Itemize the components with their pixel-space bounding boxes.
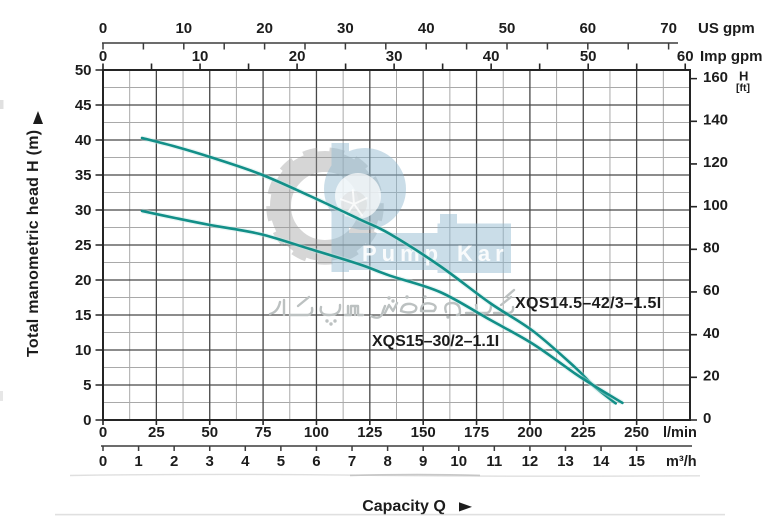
svg-text:40: 40: [703, 325, 720, 342]
svg-text:30: 30: [386, 48, 403, 65]
svg-text:200: 200: [517, 424, 542, 441]
svg-text:30: 30: [75, 202, 92, 219]
svg-text:60: 60: [579, 20, 596, 37]
svg-text:70: 70: [660, 20, 677, 37]
svg-text:Capacity Q: Capacity Q: [362, 498, 446, 515]
svg-text:0: 0: [83, 412, 91, 429]
svg-text:25: 25: [148, 424, 165, 441]
svg-text:175: 175: [464, 424, 489, 441]
svg-text:20: 20: [289, 48, 306, 65]
svg-text:0: 0: [99, 424, 107, 441]
svg-text:40: 40: [483, 48, 500, 65]
svg-text:30: 30: [337, 20, 354, 37]
svg-text:50: 50: [201, 424, 218, 441]
svg-text:20: 20: [703, 368, 720, 385]
svg-text:Imp gpm: Imp gpm: [700, 48, 763, 65]
svg-text:5: 5: [277, 453, 285, 470]
svg-text:60: 60: [703, 282, 720, 299]
svg-text:75: 75: [255, 424, 272, 441]
svg-text:l/min: l/min: [663, 425, 697, 441]
svg-text:12: 12: [522, 453, 539, 470]
svg-text:H: H: [739, 69, 748, 84]
svg-text:15: 15: [75, 307, 92, 324]
svg-text:1: 1: [134, 453, 142, 470]
svg-text:2: 2: [170, 453, 178, 470]
svg-text:50: 50: [75, 62, 92, 79]
svg-text:US gpm: US gpm: [698, 20, 755, 37]
svg-text:80: 80: [703, 240, 720, 257]
svg-text:20: 20: [75, 272, 92, 289]
svg-text:Total manometric head H (m): Total manometric head H (m): [25, 130, 42, 357]
svg-text:140: 140: [703, 112, 728, 129]
svg-text:9: 9: [419, 453, 427, 470]
svg-text:10: 10: [192, 48, 209, 65]
svg-text:14: 14: [593, 453, 610, 470]
svg-text:40: 40: [75, 132, 92, 149]
svg-text:50: 50: [580, 48, 597, 65]
svg-text:13: 13: [557, 453, 574, 470]
svg-text:100: 100: [703, 197, 728, 214]
svg-text:3: 3: [206, 453, 214, 470]
svg-text:50: 50: [499, 20, 516, 37]
svg-text:[ft]: [ft]: [736, 82, 750, 94]
svg-text:150: 150: [411, 424, 436, 441]
svg-text:15: 15: [628, 453, 645, 470]
svg-text:0: 0: [99, 453, 107, 470]
svg-text:m³/h: m³/h: [666, 454, 697, 470]
svg-text:35: 35: [75, 167, 92, 184]
svg-text:11: 11: [486, 453, 502, 470]
svg-text:45: 45: [75, 97, 92, 114]
svg-text:40: 40: [418, 20, 435, 37]
svg-text:60: 60: [677, 48, 694, 65]
svg-text:10: 10: [450, 453, 467, 470]
svg-text:5: 5: [83, 377, 91, 394]
svg-text:0: 0: [99, 20, 107, 37]
svg-text:20: 20: [256, 20, 273, 37]
svg-text:125: 125: [357, 424, 382, 441]
svg-text:Pump: Pump: [362, 241, 443, 266]
svg-text:7: 7: [348, 453, 356, 470]
svg-text:Kar: Kar: [457, 241, 509, 266]
svg-text:XQS15–30/2–1.1I: XQS15–30/2–1.1I: [372, 333, 499, 350]
svg-text:0: 0: [703, 410, 711, 427]
svg-text:0: 0: [99, 48, 107, 65]
svg-text:8: 8: [383, 453, 391, 470]
svg-text:160: 160: [703, 69, 728, 86]
svg-text:100: 100: [304, 424, 329, 441]
svg-text:10: 10: [75, 342, 92, 359]
svg-text:4: 4: [241, 453, 250, 470]
svg-text:225: 225: [571, 424, 596, 441]
svg-text:XQS14.5–42/3–1.5I: XQS14.5–42/3–1.5I: [515, 295, 662, 312]
svg-text:250: 250: [624, 424, 649, 441]
svg-text:10: 10: [175, 20, 192, 37]
svg-text:25: 25: [75, 237, 92, 254]
svg-text:6: 6: [312, 453, 320, 470]
svg-text:120: 120: [703, 154, 728, 171]
